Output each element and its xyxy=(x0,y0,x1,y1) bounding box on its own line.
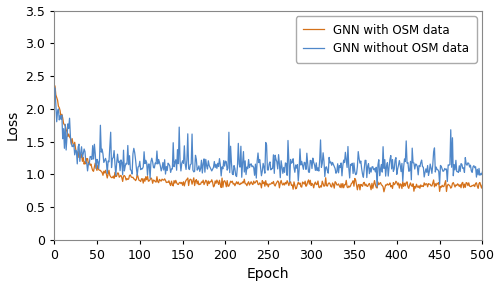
GNN with OSM data xyxy=(403,181,409,184)
GNN with OSM data xyxy=(470,184,476,188)
Line: GNN without OSM data: GNN without OSM data xyxy=(55,88,482,187)
Legend: GNN with OSM data, GNN without OSM data: GNN with OSM data, GNN without OSM data xyxy=(296,16,476,63)
Line: GNN with OSM data: GNN with OSM data xyxy=(55,86,482,192)
GNN with OSM data xyxy=(52,84,58,88)
GNN with OSM data xyxy=(381,190,387,193)
GNN without OSM data xyxy=(52,86,58,90)
GNN without OSM data xyxy=(403,139,409,143)
Y-axis label: Loss: Loss xyxy=(6,110,20,140)
GNN without OSM data xyxy=(470,165,476,168)
GNN without OSM data xyxy=(480,170,486,173)
GNN without OSM data xyxy=(255,151,261,155)
GNN with OSM data xyxy=(284,182,290,186)
GNN without OSM data xyxy=(374,185,380,189)
GNN without OSM data xyxy=(284,162,290,165)
GNN with OSM data xyxy=(480,183,486,186)
GNN with OSM data xyxy=(258,182,264,185)
X-axis label: Epoch: Epoch xyxy=(247,267,290,282)
GNN without OSM data xyxy=(306,170,312,174)
GNN without OSM data xyxy=(258,166,264,170)
GNN with OSM data xyxy=(255,183,261,186)
GNN with OSM data xyxy=(306,183,312,186)
